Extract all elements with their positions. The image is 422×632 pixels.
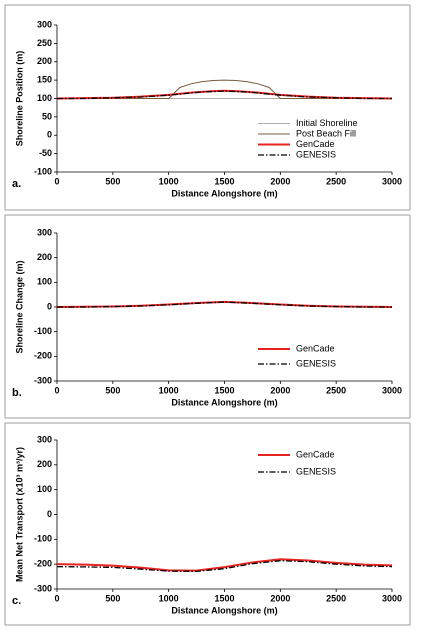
- y-tick-label: 150: [37, 75, 52, 85]
- y-tick-label: 300: [37, 227, 52, 237]
- y-tick-label: 250: [37, 38, 52, 48]
- x-tick-label: 0: [54, 593, 59, 603]
- x-axis-title: Distance Alongshore (m): [171, 605, 277, 615]
- x-tick-label: 2500: [326, 176, 346, 186]
- y-tick-label: 100: [37, 93, 52, 103]
- x-tick-label: 500: [105, 176, 120, 186]
- y-tick-label: 200: [37, 459, 52, 469]
- y-tick-label: -50: [39, 148, 52, 158]
- x-tick-label: 1000: [159, 385, 179, 395]
- y-tick-label: -100: [34, 326, 52, 336]
- x-tick-label: 0: [54, 176, 59, 186]
- x-axis-title: Distance Alongshore (m): [171, 397, 277, 407]
- y-tick-label: 0: [47, 130, 52, 140]
- x-tick-label: 3000: [382, 176, 402, 186]
- y-axis-title: Shoreline Change (m): [14, 260, 24, 353]
- panel-frame: [4, 4, 411, 211]
- y-tick-label: 200: [37, 252, 52, 262]
- legend-label: GENESIS: [296, 149, 336, 159]
- panel-frame: [4, 422, 411, 626]
- panel-label: a.: [12, 178, 21, 190]
- y-tick-label: -300: [34, 583, 52, 593]
- x-tick-label: 2000: [270, 385, 290, 395]
- y-tick-label: -200: [34, 351, 52, 361]
- x-tick-label: 1000: [159, 176, 179, 186]
- legend-label: GENESIS: [296, 466, 336, 476]
- y-tick-label: 300: [37, 434, 52, 444]
- x-axis-title: Distance Alongshore (m): [171, 188, 277, 198]
- x-tick-label: 3000: [382, 385, 402, 395]
- x-tick-label: 3000: [382, 593, 402, 603]
- y-tick-label: 50: [42, 111, 52, 121]
- legend-label: Post Beach Fill: [296, 128, 356, 138]
- panel-label: c.: [12, 595, 21, 607]
- panel-frame: [4, 214, 411, 419]
- series-line: [57, 90, 392, 100]
- x-tick-label: 500: [105, 385, 120, 395]
- y-tick-label: 100: [37, 484, 52, 494]
- y-tick-label: 0: [47, 301, 52, 311]
- x-tick-label: 2500: [326, 593, 346, 603]
- legend-label: Initial Shoreline: [296, 118, 358, 128]
- x-tick-label: 1500: [214, 593, 234, 603]
- y-tick-label: -100: [34, 534, 52, 544]
- y-axis-title: Shoreline Position (m): [14, 51, 24, 147]
- y-tick-label: -200: [34, 559, 52, 569]
- x-tick-label: 0: [54, 385, 59, 395]
- x-tick-label: 1500: [214, 385, 234, 395]
- x-tick-label: 500: [105, 593, 120, 603]
- panel-label: b.: [12, 387, 22, 399]
- legend-label: GenCade: [296, 343, 335, 353]
- x-tick-label: 1000: [159, 593, 179, 603]
- x-tick-label: 1500: [214, 176, 234, 186]
- legend-label: GENESIS: [296, 358, 336, 368]
- legend-label: GenCade: [296, 449, 335, 459]
- series-line: [57, 79, 392, 99]
- series-line: [56, 558, 393, 572]
- series-line: [56, 560, 393, 573]
- x-tick-label: 2500: [326, 385, 346, 395]
- y-tick-label: 300: [37, 19, 52, 29]
- y-tick-label: -300: [34, 375, 52, 385]
- x-tick-label: 2000: [270, 593, 290, 603]
- y-tick-label: 200: [37, 56, 52, 66]
- x-tick-label: 2000: [270, 176, 290, 186]
- y-tick-label: 100: [37, 277, 52, 287]
- legend-label: GenCade: [296, 139, 335, 149]
- y-tick-label: -100: [34, 166, 52, 176]
- series-line: [57, 301, 392, 308]
- y-axis-title: Mean Net Transport (x10³ m³/yr): [14, 447, 24, 582]
- y-tick-label: 0: [47, 509, 52, 519]
